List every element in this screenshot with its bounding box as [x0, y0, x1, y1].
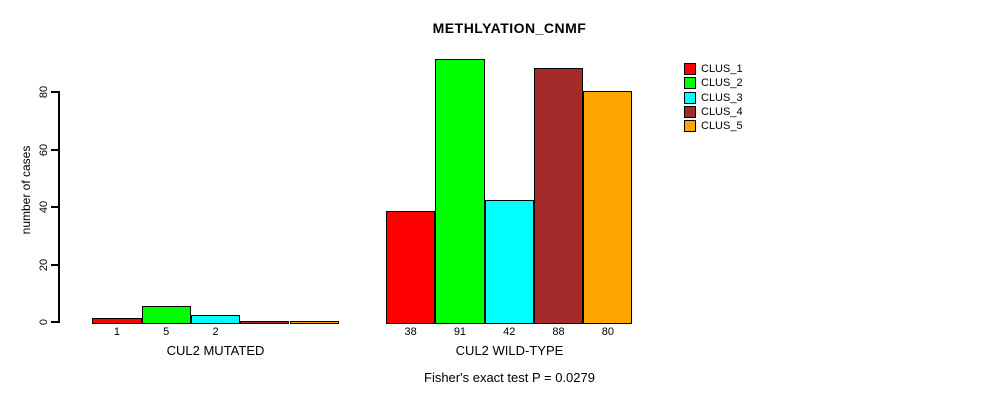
legend-entry-clus_5: CLUS_5	[684, 119, 743, 133]
legend-label-clus_2: CLUS_2	[701, 77, 743, 90]
y-tick-80	[51, 91, 58, 93]
y-tick-label-20: 20	[38, 258, 50, 271]
y-tick-20	[51, 263, 58, 266]
legend-label-clus_5: CLUS_5	[701, 120, 743, 133]
y-tick-60	[51, 148, 58, 151]
y-axis-line	[58, 91, 60, 323]
legend-swatch-clus_1	[684, 63, 696, 76]
legend-entry-clus_1: CLUS_1	[684, 62, 743, 76]
bar-clus_5-cul2-mutated	[289, 320, 339, 324]
bar-clus_4-cul2-mutated	[240, 320, 290, 324]
fisher-test-annotation: Fisher's exact test P = 0.0279	[424, 370, 595, 385]
y-tick-label-40: 40	[38, 200, 50, 214]
bar-clus_5-cul2-wild-type	[583, 90, 633, 324]
y-tick-label-60: 60	[38, 143, 50, 156]
chart-title: METHLYATION_CNMF	[432, 20, 587, 36]
legend-swatch-clus_4	[684, 106, 696, 119]
legend: CLUS_1 CLUS_2 CLUS_3 CLUS_4 CLUS_5	[684, 62, 743, 133]
y-tick-0	[51, 321, 58, 323]
bar-value-label-clus_3-cul2-mutated: 2	[212, 326, 219, 338]
legend-entry-clus_3: CLUS_3	[684, 91, 743, 105]
legend-swatch-clus_5	[684, 120, 696, 133]
legend-label-clus_1: CLUS_1	[701, 63, 743, 76]
bar-clus_1-cul2-wild-type	[386, 211, 436, 324]
legend-label-clus_3: CLUS_3	[701, 91, 743, 104]
legend-label-clus_4: CLUS_4	[701, 106, 743, 119]
bar-clus_4-cul2-wild-type	[533, 67, 584, 324]
bar-value-label-clus_2-cul2-wild-type: 91	[453, 326, 467, 338]
y-tick-label-0: 0	[38, 318, 50, 326]
bar-clus_3-cul2-wild-type	[484, 199, 534, 324]
bar-value-label-clus_1-cul2-mutated: 1	[113, 326, 120, 338]
y-tick-40	[51, 206, 58, 208]
bar-clus_2-cul2-mutated	[141, 306, 191, 324]
legend-swatch-clus_3	[684, 91, 696, 104]
y-tick-label-80: 80	[38, 85, 50, 99]
bar-clus_1-cul2-mutated	[92, 317, 142, 324]
bar-value-label-clus_4-cul2-wild-type: 88	[552, 326, 565, 338]
bar-value-label-clus_1-cul2-wild-type: 38	[404, 326, 417, 338]
legend-entry-clus_2: CLUS_2	[684, 76, 743, 90]
bar-value-label-clus_2-cul2-mutated: 5	[163, 326, 170, 338]
legend-entry-clus_4: CLUS_4	[684, 105, 743, 119]
y-axis-label: number of cases	[19, 145, 33, 235]
bar-value-label-clus_5-cul2-wild-type: 80	[601, 326, 614, 338]
legend-swatch-clus_2	[684, 77, 696, 90]
bar-clus_3-cul2-mutated	[190, 314, 241, 324]
group-label-cul2-mutated: CUL2 MUTATED	[166, 343, 265, 358]
bar-value-label-clus_3-cul2-wild-type: 42	[503, 326, 516, 338]
group-label-cul2-wild-type: CUL2 WILD-TYPE	[455, 343, 564, 358]
bar-clus_2-cul2-wild-type	[435, 58, 485, 324]
